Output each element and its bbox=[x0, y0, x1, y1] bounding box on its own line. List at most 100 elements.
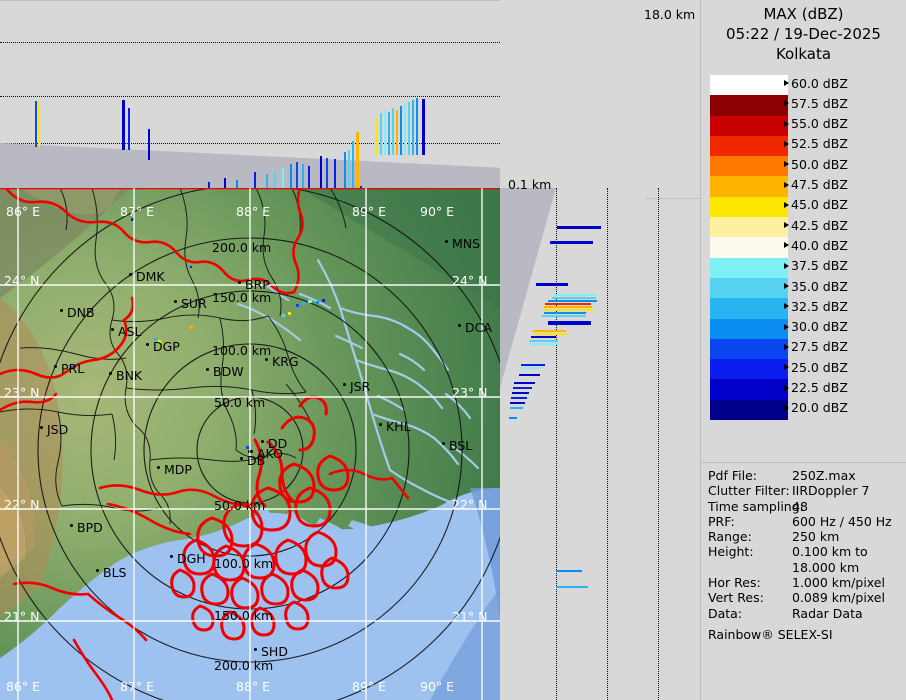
colorbar-swatch[interactable] bbox=[710, 318, 788, 339]
metadata-row: Hor Res: 1.000 km/pixel bbox=[708, 575, 906, 590]
echo-bar bbox=[510, 407, 523, 409]
colorbar-swatch[interactable] bbox=[710, 359, 788, 380]
colorbar-swatch[interactable] bbox=[710, 115, 788, 136]
echo-bar bbox=[510, 402, 525, 404]
metadata-value: IIRDoppler 7 bbox=[792, 483, 870, 499]
vendor-brand: Rainbow® SELEX-SI bbox=[708, 626, 833, 642]
city-label: BDW bbox=[213, 364, 244, 379]
city-marker-dot bbox=[458, 324, 461, 327]
colorbar-swatch[interactable] bbox=[710, 399, 788, 421]
colorbar-swatch[interactable] bbox=[710, 379, 788, 400]
colorbar-swatch[interactable] bbox=[710, 176, 788, 197]
map-canvas[interactable] bbox=[0, 188, 500, 700]
city-marker-dot bbox=[261, 440, 264, 443]
colorbar-swatch[interactable] bbox=[710, 237, 788, 258]
city-label: DNB bbox=[67, 305, 95, 320]
echo-bar bbox=[334, 159, 336, 188]
colorbar-level-label: 30.0 dBZ bbox=[784, 319, 848, 334]
city-marker-dot bbox=[54, 365, 57, 368]
lat-label-right: 24° N bbox=[452, 273, 488, 288]
city-label: DD bbox=[268, 436, 288, 451]
city-label: KHL bbox=[386, 419, 411, 434]
range-ring-label: 50.0 km bbox=[214, 395, 266, 410]
colorbar-swatch[interactable] bbox=[710, 277, 788, 299]
lon-label-bottom: 90° E bbox=[420, 679, 455, 694]
colorbar-swatch[interactable] bbox=[710, 257, 788, 278]
colorbar-swatch[interactable] bbox=[710, 75, 788, 96]
echo-bar bbox=[122, 100, 125, 150]
colorbar-level-label: 22.5 dBZ bbox=[784, 380, 848, 395]
colorbar-swatch[interactable] bbox=[710, 95, 788, 116]
echo-bar bbox=[422, 99, 425, 155]
echo-bar bbox=[266, 174, 268, 188]
lon-label-top: 88° E bbox=[236, 204, 271, 219]
city-marker-dot bbox=[240, 457, 243, 460]
triangle-tick-icon bbox=[784, 100, 789, 107]
colorbar-level-label: 35.0 dBZ bbox=[784, 279, 848, 294]
colorbar-swatch[interactable] bbox=[710, 298, 788, 319]
echo-bar bbox=[544, 312, 586, 314]
triangle-tick-icon bbox=[784, 242, 789, 249]
colorbar-level-label: 37.5 dBZ bbox=[784, 258, 848, 273]
metadata-key: Data: bbox=[708, 605, 743, 621]
echo-bar bbox=[254, 172, 256, 188]
city-label: AKO bbox=[257, 446, 283, 461]
radar-map[interactable]: 86° E 87° E 88° E 89° E 90° E 86° E 87° E 88° E… bbox=[0, 188, 500, 700]
metadata-value: Radar Data bbox=[792, 605, 863, 621]
metadata-key: Vert Res: bbox=[708, 590, 764, 606]
echo-bar bbox=[290, 164, 292, 188]
echo-bar bbox=[224, 178, 226, 188]
echo-bar bbox=[375, 118, 378, 155]
triangle-tick-icon bbox=[784, 80, 789, 86]
echo-bar bbox=[360, 186, 362, 188]
echo-bar bbox=[282, 168, 284, 188]
city-label: KRG bbox=[272, 354, 299, 369]
colorbar-level-label: 50.0 dBZ bbox=[784, 157, 848, 172]
city-label: BRP bbox=[245, 277, 270, 292]
radar-site-name: Kolkata bbox=[775, 45, 832, 63]
city-marker-dot bbox=[109, 372, 112, 375]
metadata-row: Range: 250 km bbox=[708, 529, 906, 544]
city-marker-dot bbox=[445, 240, 448, 243]
city-marker-dot bbox=[70, 524, 73, 527]
colorbar-swatch[interactable] bbox=[710, 135, 788, 157]
city-marker-dot bbox=[60, 309, 63, 312]
lat-label-right: 23° N bbox=[452, 385, 488, 400]
echo-bar bbox=[148, 129, 150, 160]
city-marker-dot bbox=[206, 368, 209, 371]
triangle-tick-icon bbox=[784, 343, 789, 350]
metadata-key: Pdf File: bbox=[708, 468, 757, 483]
metadata-row: PRF: 600 Hz / 450 Hz bbox=[708, 514, 906, 529]
lat-label-right: 22° N bbox=[452, 497, 488, 512]
echo-bar bbox=[512, 392, 529, 394]
echo-bar bbox=[326, 158, 328, 188]
metadata-key: Hor Res: bbox=[708, 575, 761, 591]
right-gridline bbox=[646, 198, 700, 199]
echo-bar bbox=[38, 101, 40, 147]
colorbar-level-label: 60.0 dBZ bbox=[784, 76, 848, 91]
echo-bar bbox=[514, 382, 535, 384]
city-marker-dot bbox=[174, 300, 177, 303]
dbz-colorbar[interactable] bbox=[710, 75, 788, 421]
colorbar-swatch[interactable] bbox=[710, 338, 788, 360]
range-ring-label: 100.0 km bbox=[214, 556, 274, 571]
city-label: SHD bbox=[261, 644, 288, 659]
metadata-row: Height: 0.100 km to bbox=[708, 544, 906, 559]
colorbar-swatch[interactable] bbox=[710, 196, 788, 218]
city-label: DMK bbox=[136, 269, 165, 284]
triangle-tick-icon bbox=[784, 181, 789, 188]
triangle-tick-icon bbox=[784, 404, 789, 411]
range-ring-label: 150.0 km bbox=[214, 608, 274, 623]
echo-bar bbox=[548, 321, 591, 325]
triangle-tick-icon bbox=[784, 323, 789, 330]
echo-bar bbox=[396, 110, 398, 155]
colorbar-swatch[interactable] bbox=[710, 217, 788, 238]
echo-bar bbox=[533, 333, 567, 335]
city-marker-dot bbox=[170, 555, 173, 558]
city-label: DGP bbox=[153, 339, 180, 354]
echo-bar bbox=[384, 110, 386, 155]
colorbar-swatch[interactable] bbox=[710, 156, 788, 177]
city-marker-dot bbox=[343, 383, 346, 386]
triangle-tick-icon bbox=[784, 364, 789, 371]
echo-bar bbox=[557, 226, 601, 229]
